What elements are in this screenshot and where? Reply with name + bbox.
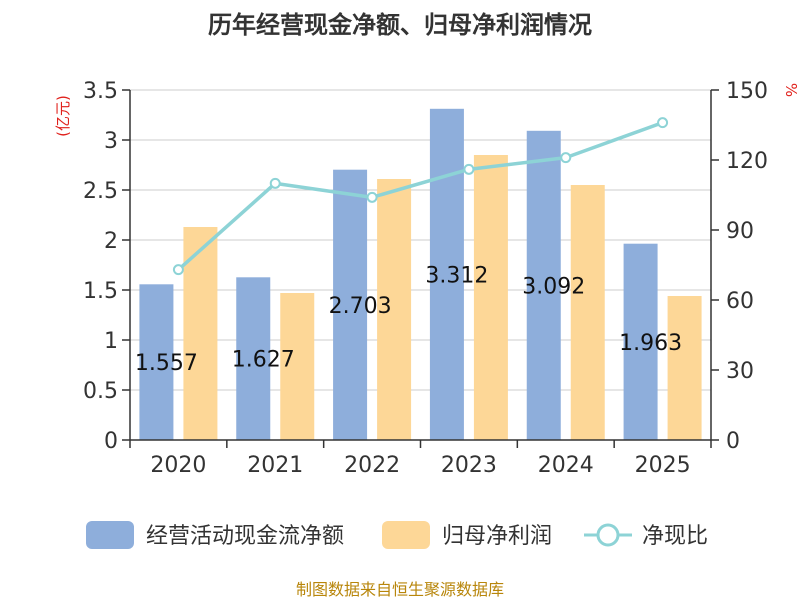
right-axis-unit: % — [782, 83, 800, 97]
gridlines — [130, 89, 711, 441]
data-label-cashflow: 3.092 — [522, 274, 585, 299]
left-tick-label: 2 — [104, 229, 118, 254]
legend-swatch-net-profit — [382, 521, 430, 549]
legend-swatch-cashflow — [86, 521, 134, 549]
x-tick-label: 2024 — [538, 453, 594, 478]
ratio-point — [657, 117, 669, 129]
ratio-point — [463, 163, 475, 175]
right-tick-label: 30 — [726, 359, 754, 384]
x-tick-label: 2020 — [150, 453, 206, 478]
legend-label-net-profit[interactable]: 归母净利润 — [442, 524, 552, 549]
bar-net-profit — [377, 179, 412, 440]
right-tick-label: 60 — [726, 289, 754, 314]
bar-cashflow — [236, 277, 271, 440]
right-tick-label: 120 — [726, 149, 768, 174]
legend-marker-ratio — [596, 523, 620, 547]
bar-cashflow — [623, 243, 658, 440]
ratio-point — [366, 191, 378, 203]
x-tick-label: 2021 — [247, 453, 303, 478]
left-tick-label: 2.5 — [83, 179, 118, 204]
bar-cashflow — [139, 284, 174, 440]
left-tick-label: 0.5 — [83, 379, 118, 404]
data-label-cashflow: 1.963 — [619, 331, 682, 356]
ratio-line — [172, 117, 669, 276]
left-tick-label: 3.5 — [83, 79, 118, 104]
bar-net-profit — [280, 293, 315, 440]
x-tick-label: 2025 — [635, 453, 691, 478]
data-label-cashflow: 1.627 — [232, 348, 295, 373]
x-tick-label: 2023 — [441, 453, 497, 478]
left-tick-label: 1 — [104, 329, 118, 354]
left-tick-label: 1.5 — [83, 279, 118, 304]
bar-cashflow — [429, 108, 464, 441]
data-label-cashflow: 1.557 — [135, 351, 198, 376]
legend-label-ratio[interactable]: 净现比 — [642, 524, 708, 549]
left-tick-label: 0 — [104, 429, 118, 454]
left-tick-label: 3 — [104, 129, 118, 154]
left-axis-unit: (亿元) — [54, 95, 72, 137]
data-labels: 1.557 1.627 2.703 3.312 3.092 1.963 — [135, 263, 682, 376]
legend-label-cashflow[interactable]: 经营活动现金流净额 — [146, 524, 344, 549]
right-tick-label: 90 — [726, 219, 754, 244]
bar-net-profit — [667, 296, 702, 440]
ratio-point — [560, 152, 572, 164]
bar-net-profit — [473, 155, 508, 440]
x-tick-label: 2022 — [344, 453, 400, 478]
ratio-point — [269, 177, 281, 189]
data-label-cashflow: 3.312 — [425, 263, 488, 288]
bar-cashflow — [333, 169, 368, 440]
bar-cashflow — [526, 130, 561, 441]
legend: 经营活动现金流净额 归母净利润 净现比 — [86, 521, 708, 549]
ratio-line-path — [177, 121, 664, 271]
chart-title: 历年经营现金净额、归母净利润情况 — [208, 11, 592, 39]
right-tick-label: 0 — [726, 429, 740, 454]
axes: 0 0.5 1 1.5 2 2.5 3 3.5 0 30 60 90 120 150 2020 2021 202… — [83, 79, 768, 478]
bar-net-profit — [570, 185, 605, 440]
source-note: 制图数据来自恒生聚源数据库 — [296, 580, 504, 599]
data-label-cashflow: 2.703 — [329, 294, 392, 319]
ratio-point — [172, 264, 184, 276]
right-tick-label: 150 — [726, 79, 768, 104]
